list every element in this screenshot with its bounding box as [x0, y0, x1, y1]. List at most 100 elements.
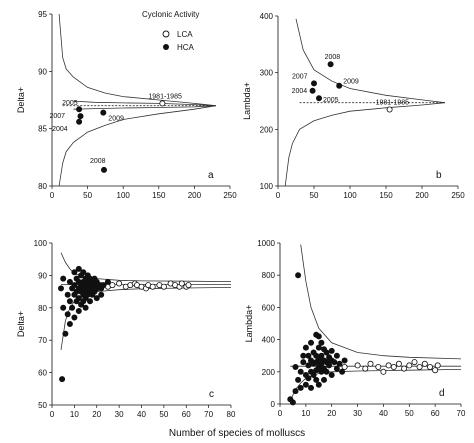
x-tick-label-d: 20 — [327, 409, 336, 418]
point-label-b: 2004 — [292, 88, 308, 95]
point-hca-c — [98, 291, 105, 298]
point-hca-d — [307, 384, 314, 391]
y-tick-label-b: 200 — [260, 125, 274, 134]
panel-label-d: d — [439, 388, 445, 399]
x-tick-label-c: 80 — [227, 410, 236, 419]
point-hca-d — [292, 363, 299, 370]
y-axis-label-c: Delta+ — [16, 311, 26, 337]
legend: Cyclonic Activity LCA HCA — [142, 10, 199, 52]
y-tick-label-b: 300 — [260, 69, 274, 78]
point-lca-d — [395, 360, 402, 367]
point-hca-d — [297, 384, 304, 391]
point-hca-d — [339, 368, 346, 375]
point-hca-b — [336, 82, 343, 89]
point-label-a: 2004 — [52, 126, 68, 133]
y-tick-label-a: 80 — [38, 182, 47, 191]
point-lca-d — [411, 359, 418, 366]
funnel-upper-a — [58, 13, 216, 107]
point-hca-c — [66, 298, 73, 305]
point-hca-b — [327, 61, 334, 68]
point-hca-d — [310, 371, 317, 378]
point-hca-c — [100, 282, 107, 289]
panel-label-b: b — [436, 170, 442, 181]
legend-label-hca: HCA — [177, 43, 195, 52]
point-lca-d — [434, 362, 441, 369]
point-lca-c — [109, 282, 116, 289]
point-hca-c — [75, 295, 82, 302]
y-tick-label-a: 85 — [38, 125, 47, 134]
point-hca-c — [71, 282, 78, 289]
x-tick-label-b: 250 — [451, 191, 465, 200]
point-label-a: 2009 — [108, 116, 124, 123]
point-hca-c — [75, 265, 82, 272]
x-tick-label-b: 200 — [415, 191, 429, 200]
y-tick-label-c: 70 — [38, 336, 47, 345]
point-hca-d — [341, 357, 348, 364]
x-tick-label-c: 70 — [204, 410, 213, 419]
point-hca-c — [69, 304, 76, 311]
point-label-b: 2005 — [323, 97, 339, 104]
x-tick-label-a: 250 — [223, 191, 237, 200]
point-lca-d — [390, 363, 397, 370]
point-lca-c — [185, 282, 192, 289]
point-lca-d — [401, 365, 408, 372]
point-lca-d — [367, 360, 374, 367]
point-hca-d — [333, 365, 340, 372]
point-hca-a — [76, 118, 83, 125]
x-tick-label-d: 10 — [301, 409, 310, 418]
x-tick-label-c: 20 — [92, 410, 101, 419]
legend-title: Cyclonic Activity — [142, 10, 199, 19]
point-hca-d — [300, 352, 307, 359]
point-hca-b — [315, 95, 322, 102]
x-tick-label-c: 40 — [137, 410, 146, 419]
point-hca-d — [313, 376, 320, 383]
funnel-inner-upper-a — [73, 100, 216, 107]
y-axis-label-a: Delta+ — [16, 87, 26, 113]
point-hca-c — [64, 311, 71, 318]
y-tick-label-c: 80 — [38, 304, 47, 313]
point-hca-d — [302, 344, 309, 351]
point-hca-b — [309, 87, 316, 94]
point-hca-d — [315, 344, 322, 351]
y-tick-label-d: 400 — [262, 336, 276, 345]
point-hca-d — [320, 376, 327, 383]
funnel-lower-d — [289, 369, 462, 401]
point-hca-c — [64, 291, 71, 298]
point-lca-d — [341, 363, 348, 370]
point-lca-d — [432, 367, 439, 374]
point-hca-d — [318, 352, 325, 359]
y-tick-label-a: 95 — [38, 10, 47, 19]
point-lca-d — [354, 362, 361, 369]
legend-marker-lca — [162, 30, 170, 38]
funnel-upper-b — [295, 18, 446, 104]
point-lca-d — [385, 362, 392, 369]
x-tick-label-a: 200 — [188, 191, 202, 200]
x-tick-label-b: 50 — [310, 191, 319, 200]
point-hca-d — [300, 359, 307, 366]
point-lca-c — [160, 283, 167, 290]
point-lca-a — [159, 100, 166, 107]
point-lca-b — [386, 106, 393, 113]
funnel-lower-b — [284, 102, 446, 187]
point-hca-d — [336, 360, 343, 367]
point-hca-a — [100, 109, 107, 116]
point-hca-c — [71, 269, 78, 276]
y-tick-label-b: 400 — [260, 12, 274, 21]
point-hca-d — [323, 368, 330, 375]
panel-a-chart: 0 50 100 150 200 250 80 85 90 95 Delta+ a 2005 2007 20… — [16, 10, 237, 200]
point-hca-d — [328, 371, 335, 378]
point-label-a: 1981-1985 — [148, 93, 182, 100]
point-hca-d — [295, 272, 302, 279]
x-tick-label-a: 0 — [50, 191, 55, 200]
point-lca-c — [149, 283, 156, 290]
point-lca-d — [362, 365, 369, 372]
point-hca-d — [305, 352, 312, 359]
point-hca-d — [307, 339, 314, 346]
point-hca-d — [328, 347, 335, 354]
legend-label-lca: LCA — [177, 30, 193, 39]
point-hca-c — [71, 314, 78, 321]
y-axis-label-b: Lambda+ — [242, 82, 252, 120]
point-hca-d — [333, 352, 340, 359]
point-lca-d — [375, 363, 382, 370]
